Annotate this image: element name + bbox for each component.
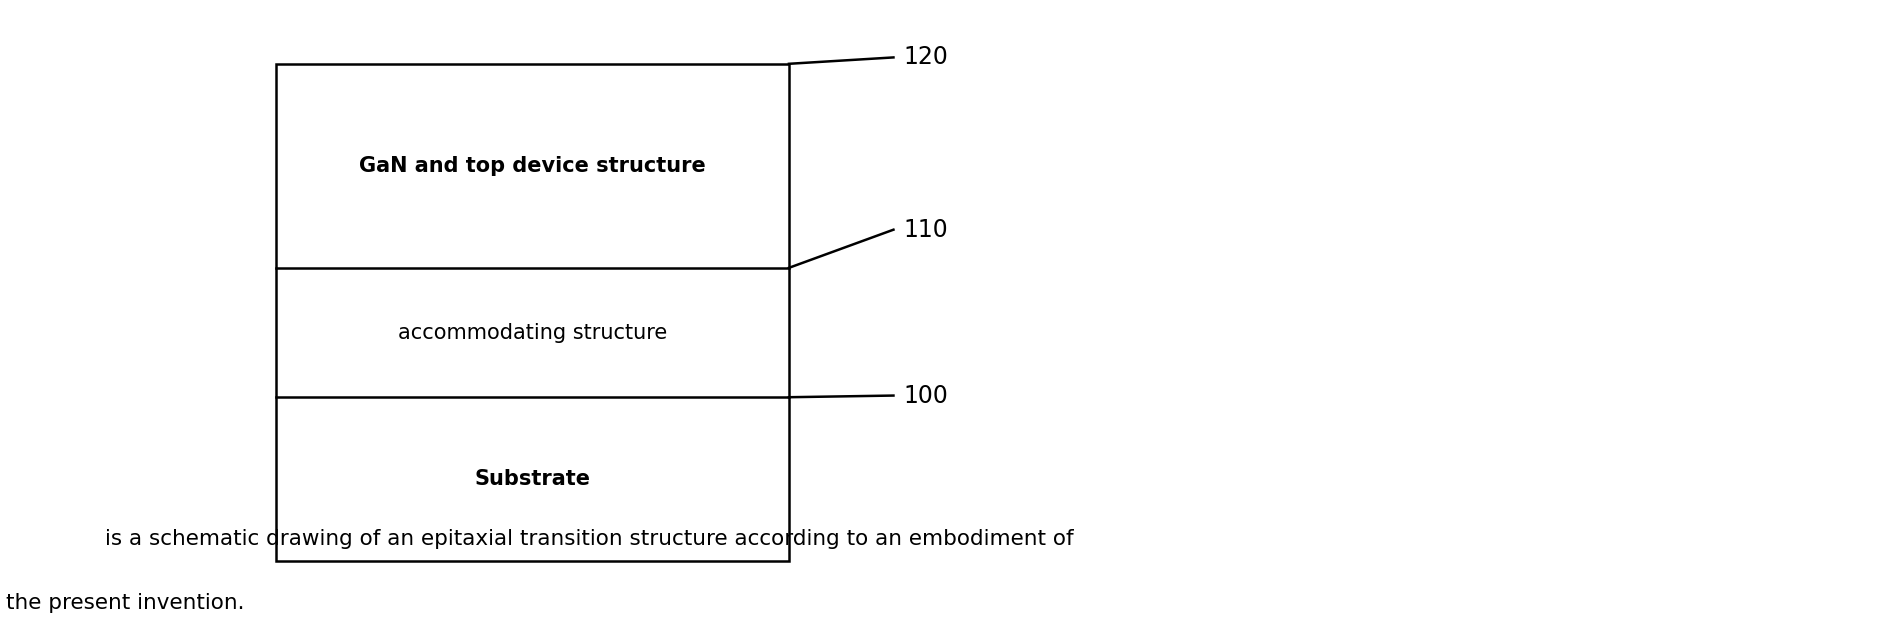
Text: 120: 120 (903, 45, 949, 70)
Text: 100: 100 (903, 383, 949, 408)
Text: accommodating structure: accommodating structure (397, 323, 667, 343)
Text: 110: 110 (903, 218, 949, 242)
Text: is a schematic drawing of an epitaxial transition structure according to an embo: is a schematic drawing of an epitaxial t… (105, 529, 1074, 549)
Text: GaN and top device structure: GaN and top device structure (359, 156, 705, 176)
Bar (276, 64, 789, 561)
Text: Substrate: Substrate (473, 470, 591, 489)
Text: the present invention.: the present invention. (6, 593, 243, 613)
